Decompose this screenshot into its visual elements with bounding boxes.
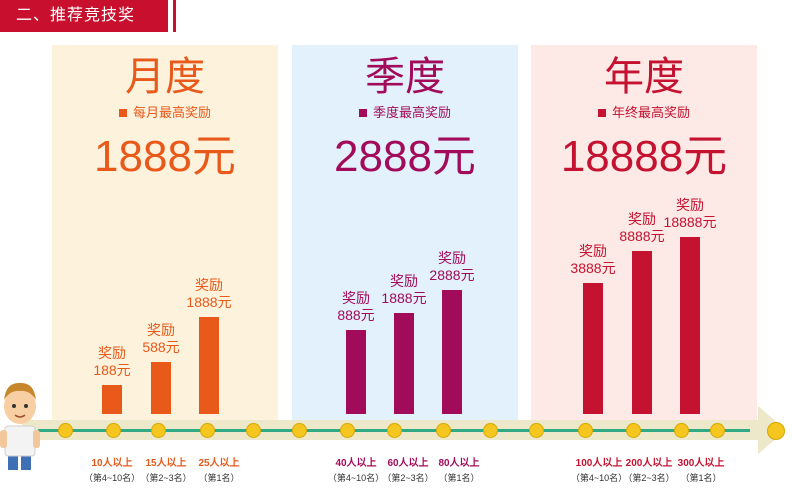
bar-label: 奖励 1888元 [364,273,444,307]
bar-label-value: 3888元 [570,260,616,276]
bar-label: 奖励 3888元 [553,243,633,277]
timeline-dot [200,423,215,438]
bar-label: 奖励 2888元 [412,250,492,284]
reward-bar [442,290,462,414]
tier-people: 300人以上 [677,458,725,469]
timeline-dot [58,423,73,438]
timeline-dot [246,423,261,438]
section-title: 二、推荐竞技奖 [16,7,136,24]
tier-rank: （第1名） [438,473,480,483]
reward-bar [632,251,652,414]
bar-label: 奖励 1888元 [169,277,249,311]
tier-rank: （第2~3名） [623,473,675,483]
timeline-dot [436,423,451,438]
reward-bar [680,237,700,414]
tier-rank: （第1名） [680,473,722,483]
timeline-dot [483,423,498,438]
section-header: 二、推荐竞技奖 [0,0,176,32]
bar-label-value: 888元 [337,307,375,323]
square-bullet-icon [118,108,127,117]
tier-people: 40人以上 [335,458,377,469]
panel-subtitle: 季度最高奖励 [372,105,451,120]
timeline-dot [578,423,593,438]
timeline-dot [674,423,689,438]
bar-label-title: 奖励 [195,277,223,293]
timeline-dot [106,423,121,438]
reward-bar [102,385,122,414]
bar-label-title: 奖励 [438,250,466,266]
reward-bar [199,317,219,414]
tier-people: 60人以上 [387,458,429,469]
reward-bar [583,283,603,414]
tier-people: 100人以上 [575,458,623,469]
reward-bar [346,330,366,414]
panel-subtitle-row: 季度最高奖励 [292,105,518,121]
reward-bar [394,313,414,414]
cartoon-person-icon [0,382,40,470]
timeline-dot [387,423,402,438]
bar-label-title: 奖励 [342,290,370,306]
tier-people: 25人以上 [198,458,240,469]
panel-title: 季度 [365,55,445,99]
square-bullet-icon [358,108,367,117]
tier-rank: （第2~3名） [382,473,434,483]
bar-label-title: 奖励 [579,243,607,259]
panel-monthly: 月度 每月最高奖励 1888元 [52,45,278,423]
panel-subtitle-row: 年终最高奖励 [531,105,757,121]
tier-rank: （第4~10名） [83,473,141,483]
timeline-dot [626,423,641,438]
timeline-end-dot [767,422,785,440]
panel-subtitle: 年终最高奖励 [611,105,690,120]
tier-rank: （第1名） [198,473,240,483]
panel-title: 年度 [604,55,684,99]
bar-label-value: 188元 [93,362,131,378]
square-bullet-icon [597,108,606,117]
tier-people: 200人以上 [625,458,673,469]
bar-label-title: 奖励 [628,211,656,227]
timeline-dot [529,423,544,438]
panel-subtitle-row: 每月最高奖励 [52,105,278,121]
bar-label: 奖励 588元 [121,322,201,356]
timeline-dot [292,423,307,438]
header-accent-bar [173,0,176,32]
bar-label-value: 588元 [142,339,180,355]
panel-subtitle: 每月最高奖励 [132,105,211,120]
panel-amount: 1888元 [94,132,236,181]
panel-amount: 18888元 [560,132,728,181]
bar-label-value: 18888元 [663,214,717,230]
bar-label: 奖励 188元 [72,345,152,379]
tier-people: 10人以上 [91,458,133,469]
bar-label-title: 奖励 [147,322,175,338]
bar-label-title: 奖励 [390,273,418,289]
bar-label-value: 1888元 [186,294,232,310]
tier-people: 80人以上 [438,458,480,469]
timeline-dot [340,423,355,438]
panel-amount: 2888元 [334,132,476,181]
tier-rank: （第2~3名） [140,473,192,483]
reward-bar [151,362,171,414]
bar-label-value: 1888元 [381,290,427,306]
bar-label: 奖励 888元 [316,290,396,324]
bar-label-title: 奖励 [676,197,704,213]
panel-title: 月度 [125,55,205,99]
timeline-dot [710,423,725,438]
bar-label: 奖励 8888元 [602,211,682,245]
bar-label-value: 2888元 [429,267,475,283]
tier-rank: （第4~10名） [570,473,628,483]
timeline-dot [151,423,166,438]
tier-people: 15人以上 [145,458,187,469]
tier-rank: （第4~10名） [327,473,385,483]
bar-label: 奖励 18888元 [650,197,730,231]
bar-label-title: 奖励 [98,345,126,361]
bar-label-value: 8888元 [619,228,665,244]
